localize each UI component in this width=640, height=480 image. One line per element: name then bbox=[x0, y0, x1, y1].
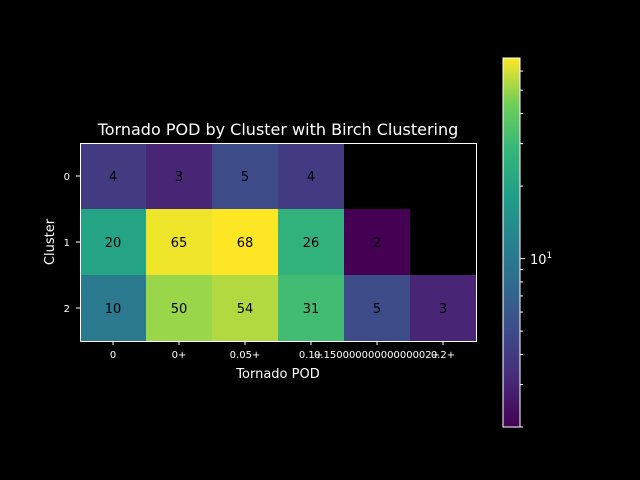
x-tick-label: 0 bbox=[110, 350, 116, 361]
heatmap-cell bbox=[278, 209, 345, 276]
cell-value-label: 10 bbox=[105, 302, 122, 317]
colorbar-ticks bbox=[520, 70, 525, 428]
heatmap-cell bbox=[146, 143, 213, 210]
colorbar bbox=[502, 57, 521, 428]
y-tick-label: 0 bbox=[64, 172, 70, 183]
chart-title: Tornado POD by Cluster with Birch Cluste… bbox=[97, 120, 459, 139]
heatmap-cell bbox=[278, 143, 345, 210]
cell-value-label: 65 bbox=[171, 236, 188, 251]
y-axis-label: Cluster bbox=[43, 218, 58, 265]
cell-value-label: 20 bbox=[105, 236, 122, 251]
x-axis-ticks: 0 0+ 0.05+ 0.1+0.15000000000000002+0.2+ bbox=[110, 341, 455, 361]
x-tick-label: 0+ bbox=[172, 350, 187, 361]
cell-value-label: 31 bbox=[303, 302, 320, 317]
heatmap-cell bbox=[146, 275, 213, 342]
cell-value-label: 3 bbox=[439, 302, 447, 317]
colorbar-major-tick-label: 101 bbox=[530, 251, 552, 268]
heatmap-cells: 4 3 5 420 65 68 26 210 50 54 31 5 3 bbox=[80, 143, 477, 342]
heatmap-cell bbox=[80, 209, 147, 276]
heatmap-cell bbox=[344, 209, 411, 276]
cell-value-label: 26 bbox=[303, 236, 320, 251]
heatmap-cell bbox=[146, 209, 213, 276]
cell-value-label: 4 bbox=[307, 170, 315, 185]
heatmap-cell bbox=[80, 143, 147, 210]
x-axis-label: Tornado POD bbox=[235, 367, 319, 382]
heatmap-cell bbox=[212, 143, 279, 210]
heatmap-cell bbox=[410, 143, 477, 210]
cell-value-label: 5 bbox=[241, 170, 249, 185]
x-tick-label: 0.05+ bbox=[230, 350, 261, 361]
cell-value-label: 54 bbox=[237, 302, 254, 317]
heatmap-cell bbox=[80, 275, 147, 342]
x-tick-label: 0.2+ bbox=[431, 350, 455, 361]
y-axis-ticks: 0 1 2 bbox=[64, 172, 80, 315]
y-tick-label: 2 bbox=[64, 304, 70, 315]
heatmap-cell bbox=[410, 275, 477, 342]
cell-value-label: 68 bbox=[237, 236, 254, 251]
cell-value-label: 3 bbox=[175, 170, 183, 185]
cell-value-label: 2 bbox=[373, 236, 381, 251]
heatmap-cell bbox=[278, 275, 345, 342]
heatmap-cell bbox=[344, 275, 411, 342]
heatmap-cell bbox=[212, 209, 279, 276]
heatmap-cell bbox=[212, 275, 279, 342]
x-tick-label: 0.1+ bbox=[299, 350, 323, 361]
cell-value-label: 50 bbox=[171, 302, 188, 317]
y-tick-label: 1 bbox=[64, 238, 70, 249]
heatmap-cell bbox=[410, 209, 477, 276]
cell-value-label: 5 bbox=[373, 302, 381, 317]
plot-frame bbox=[80, 143, 477, 342]
x-tick-label: 0.15000000000000002+ bbox=[314, 350, 440, 361]
heatmap-cell bbox=[344, 143, 411, 210]
cell-value-label: 4 bbox=[109, 170, 117, 185]
